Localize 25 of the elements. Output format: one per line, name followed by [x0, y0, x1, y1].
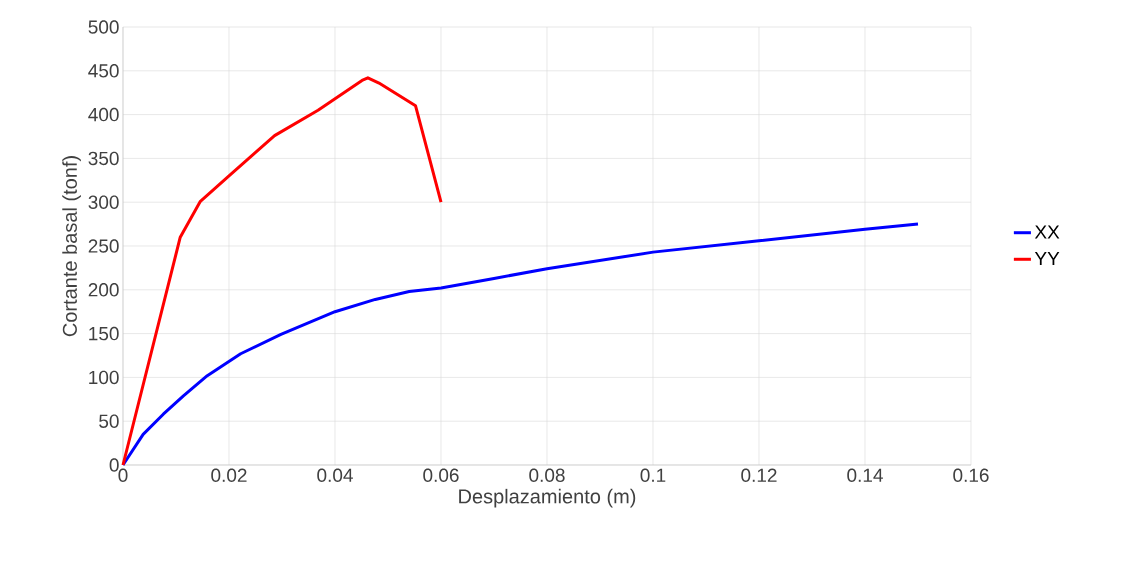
y-tick-label: 500	[88, 20, 119, 34]
legend-label: XX	[1034, 225, 1060, 239]
x-tick-label: 0.02	[211, 468, 247, 482]
legend-label: YY	[1034, 252, 1060, 266]
y-axis-title: Cortante basal (tonf)	[62, 156, 81, 337]
x-tick-label: 0.08	[529, 468, 565, 482]
line-series	[121, 76, 443, 467]
y-tick-label: 350	[88, 151, 119, 166]
y-tick-label: 0	[109, 458, 119, 472]
y-tick-label: 400	[88, 107, 119, 122]
x-axis-title: Desplazamiento (m)	[459, 488, 636, 508]
y-tick-label: 300	[88, 195, 119, 209]
y-tick-label: 50	[99, 414, 119, 428]
x-tick-label: 0.14	[847, 468, 883, 482]
y-tick-label: 250	[88, 239, 119, 253]
y-tick-label: 200	[88, 283, 119, 297]
x-tick-label: 0.06	[423, 468, 459, 482]
x-tick-label: 0	[118, 468, 128, 482]
x-tick-label: 0.12	[741, 468, 777, 482]
x-tick-label: 0.1	[640, 468, 666, 482]
x-tick-label: 0.16	[953, 468, 989, 482]
y-tick-label: 150	[89, 326, 119, 341]
x-tick-label: 0.04	[317, 468, 353, 482]
y-tick-label: 450	[88, 64, 119, 78]
y-tick-label: 100	[89, 370, 119, 385]
